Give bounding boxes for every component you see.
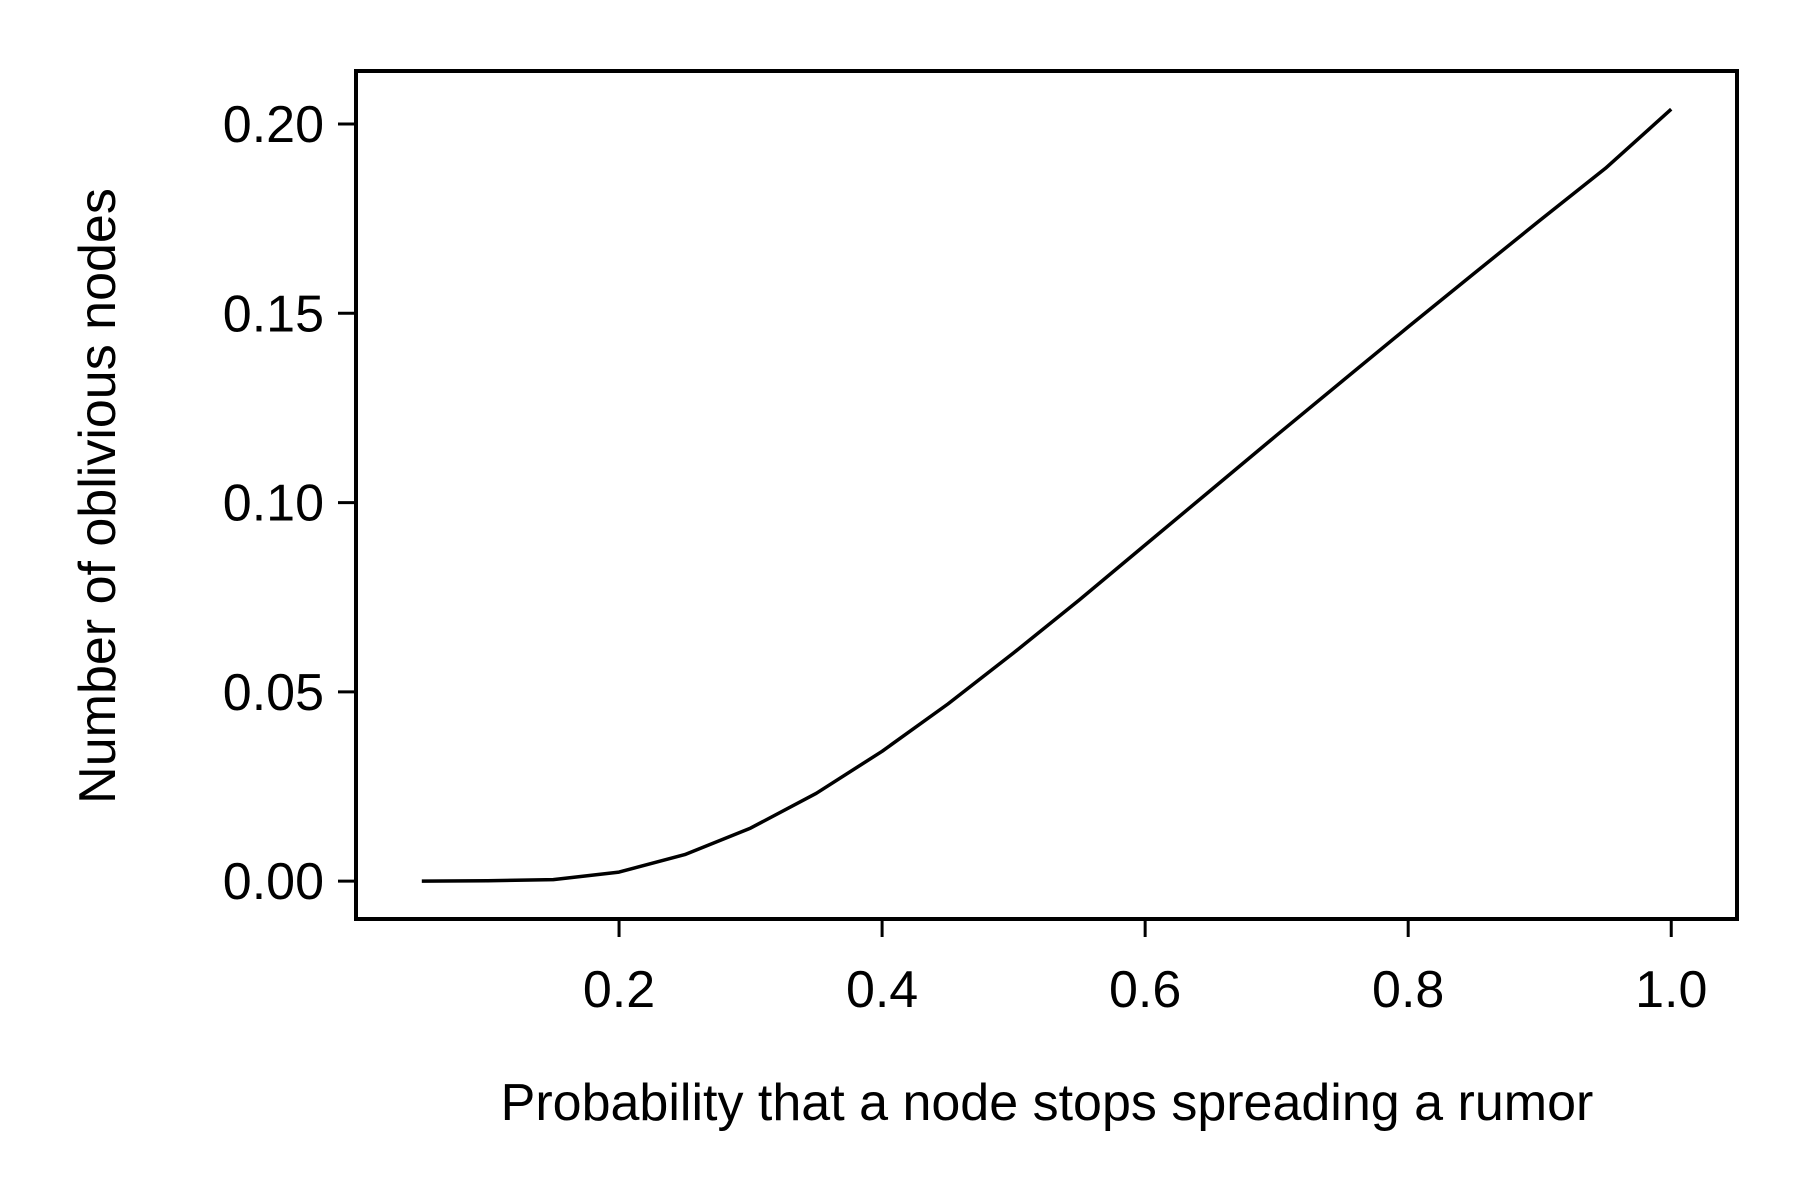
x-tick-label: 0.2 <box>583 961 655 1019</box>
x-tick-label: 1.0 <box>1635 961 1707 1019</box>
x-axis-label: Probability that a node stops spreading … <box>501 1074 1594 1132</box>
x-tick-label: 0.4 <box>846 961 918 1019</box>
y-tick-label: 0.20 <box>223 96 324 154</box>
x-tick-label: 0.6 <box>1109 961 1181 1019</box>
y-axis-ticks: 0.00 0.05 0.10 0.15 0.20 <box>223 96 356 911</box>
y-tick-label: 0.15 <box>223 285 324 343</box>
y-tick-label: 0.00 <box>223 853 324 911</box>
y-tick-label: 0.10 <box>223 475 324 533</box>
y-axis-label: Number of oblivious nodes <box>69 188 127 804</box>
series-group <box>421 107 1673 883</box>
plot-frame <box>354 69 1739 921</box>
y-tick-label: 0.05 <box>223 664 324 722</box>
x-tick-label: 0.8 <box>1372 961 1444 1019</box>
x-axis-ticks: 0.2 0.4 0.6 0.8 1.0 <box>583 919 1707 1019</box>
series-line <box>421 107 1673 883</box>
